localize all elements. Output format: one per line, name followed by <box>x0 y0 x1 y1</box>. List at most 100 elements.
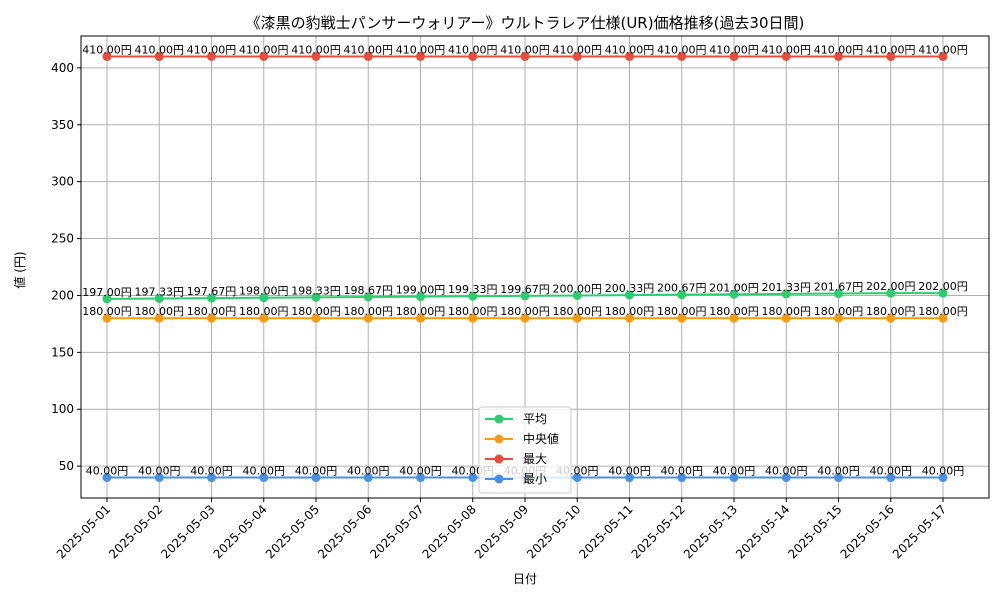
data-point <box>834 51 843 61</box>
data-point <box>102 473 112 483</box>
data-point <box>572 313 582 323</box>
data-point <box>207 293 216 303</box>
data-label: 180.00円 <box>866 305 916 318</box>
data-label: 200.00円 <box>553 282 603 295</box>
data-label: 40.00円 <box>713 465 756 478</box>
data-point <box>102 313 112 323</box>
x-tick-label: 2025-05-06 <box>315 502 374 561</box>
y-tick-label: 100 <box>51 402 74 416</box>
y-tick-label: 50 <box>59 459 74 473</box>
data-label: 40.00円 <box>765 465 808 478</box>
data-label: 180.00円 <box>814 305 864 318</box>
data-label: 410.00円 <box>187 43 237 56</box>
data-point <box>625 473 634 483</box>
y-tick-label: 150 <box>51 345 74 359</box>
data-point <box>154 313 164 323</box>
data-point <box>781 289 791 299</box>
data-point <box>729 313 739 323</box>
data-label: 200.67円 <box>657 282 707 295</box>
x-tick-label: 2025-05-14 <box>733 502 792 561</box>
legend-swatch-marker <box>494 474 504 484</box>
x-tick-label: 2025-05-17 <box>890 502 949 561</box>
data-point <box>781 51 791 61</box>
x-axis: 2025-05-012025-05-022025-05-032025-05-04… <box>54 498 949 561</box>
legend-label: 最大 <box>523 452 547 466</box>
data-label: 410.00円 <box>866 43 916 56</box>
data-point <box>625 290 634 300</box>
data-label: 180.00円 <box>709 305 759 318</box>
data-point <box>677 290 687 300</box>
data-label: 180.00円 <box>291 305 341 318</box>
data-label: 199.33円 <box>448 283 498 296</box>
data-label: 40.00円 <box>86 465 129 478</box>
data-label: 410.00円 <box>239 43 289 56</box>
data-label: 40.00円 <box>870 465 913 478</box>
x-axis-label: 日付 <box>513 572 537 586</box>
legend-box <box>478 406 572 494</box>
data-label: 410.00円 <box>762 43 812 56</box>
data-label: 410.00円 <box>448 43 498 56</box>
data-point <box>625 313 634 323</box>
y-tick-label: 200 <box>51 288 74 302</box>
grid <box>81 36 989 498</box>
x-tick-label: 2025-05-08 <box>420 502 479 561</box>
x-tick-label: 2025-05-07 <box>367 502 426 561</box>
chart-title: 《漆黒の豹戦士パンサーウォリアー》ウルトラレア仕様(UR)価格推移(過去30日間… <box>246 14 805 32</box>
data-point <box>834 289 843 299</box>
data-label: 180.00円 <box>605 305 655 318</box>
legend-label: 中央値 <box>523 431 559 446</box>
data-label: 40.00円 <box>922 465 965 478</box>
data-point <box>886 288 896 298</box>
data-point <box>834 313 843 323</box>
data-label: 40.00円 <box>190 465 233 478</box>
data-label: 202.00円 <box>918 280 968 293</box>
y-axis: 50 100 150 200 250 300 350 400 <box>51 61 81 473</box>
x-tick-label: 2025-05-11 <box>576 502 635 561</box>
data-label: 410.00円 <box>500 43 550 56</box>
data-point <box>207 473 216 483</box>
data-point <box>886 313 896 323</box>
data-label: 197.00円 <box>82 286 132 299</box>
data-point <box>102 51 112 61</box>
data-label: 199.67円 <box>500 283 550 296</box>
data-label: 180.00円 <box>187 305 237 318</box>
data-label: 410.00円 <box>344 43 394 56</box>
data-point <box>311 51 321 61</box>
data-point <box>468 291 478 301</box>
data-label: 410.00円 <box>709 43 759 56</box>
y-axis-label: 値 (円) <box>12 251 27 288</box>
data-point <box>102 294 112 304</box>
data-point <box>572 51 582 61</box>
y-tick-label: 250 <box>51 232 74 246</box>
data-point <box>625 51 634 61</box>
data-label: 40.00円 <box>399 465 442 478</box>
y-tick-label: 300 <box>51 175 74 189</box>
data-point <box>154 51 164 61</box>
data-label: 198.33円 <box>291 284 341 297</box>
data-point <box>572 290 582 300</box>
data-point <box>416 313 425 323</box>
data-point <box>729 473 739 483</box>
data-point <box>677 51 687 61</box>
data-label: 410.00円 <box>553 43 603 56</box>
data-label: 180.00円 <box>918 305 968 318</box>
data-label: 410.00円 <box>291 43 341 56</box>
data-label: 410.00円 <box>918 43 968 56</box>
data-label: 410.00円 <box>605 43 655 56</box>
legend-swatch-marker <box>494 414 504 424</box>
data-point <box>416 51 425 61</box>
data-label: 199.00円 <box>396 284 446 297</box>
x-tick-label: 2025-05-09 <box>472 502 531 561</box>
data-label: 197.67円 <box>187 285 237 298</box>
data-point <box>572 473 582 483</box>
data-point <box>520 51 530 61</box>
data-label: 180.00円 <box>553 305 603 318</box>
data-point <box>886 51 896 61</box>
data-point <box>207 313 216 323</box>
x-tick-label: 2025-05-12 <box>629 502 688 561</box>
data-label: 410.00円 <box>82 43 132 56</box>
x-tick-label: 2025-05-03 <box>158 502 217 561</box>
data-point <box>363 51 373 61</box>
data-label: 180.00円 <box>762 305 812 318</box>
